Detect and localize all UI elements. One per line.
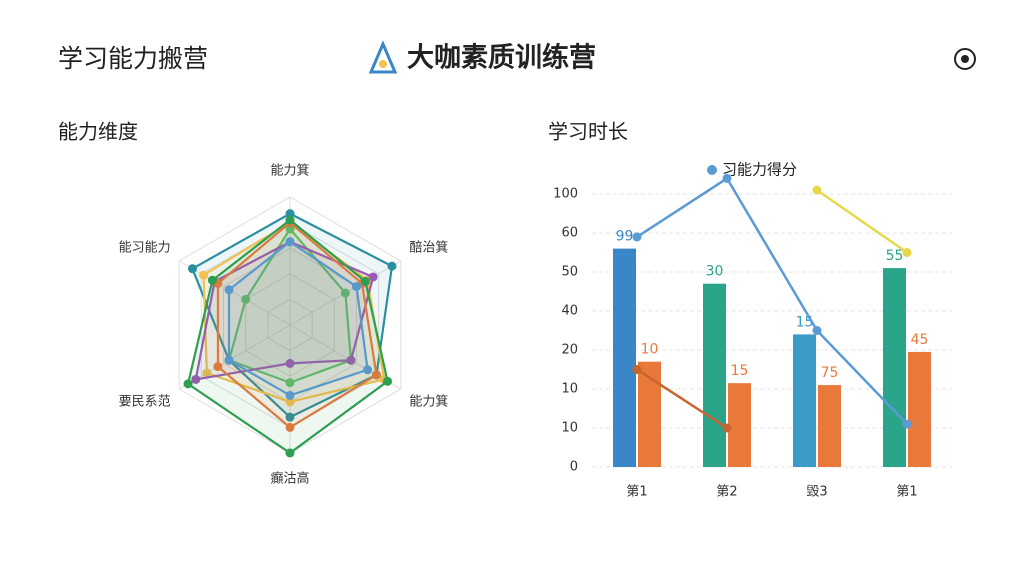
line-point <box>812 185 822 195</box>
x-tick-label: 第1 <box>626 485 647 500</box>
brand-name: 大咖素质训练营 <box>407 42 596 74</box>
legend-marker <box>707 165 717 175</box>
radar-point <box>285 448 295 458</box>
x-tick-label: 第2 <box>716 485 737 500</box>
radar-point <box>383 376 393 386</box>
radar-point <box>202 368 212 378</box>
radar-point <box>285 358 295 368</box>
radar-point <box>346 355 356 365</box>
radar-point <box>207 275 217 285</box>
y-tick-label: 0 <box>570 460 578 475</box>
axis-label: 能力箕 <box>270 163 309 179</box>
axis-label: 癲沽高 <box>270 471 309 487</box>
radar-point <box>352 282 362 292</box>
radar-point <box>187 264 197 274</box>
bar-label: 15 <box>731 363 749 379</box>
radar-point <box>285 378 295 388</box>
bar-label: 30 <box>706 264 724 280</box>
radar-point <box>285 209 295 219</box>
radar-point <box>285 412 295 422</box>
bar-label: 99 <box>616 229 634 245</box>
line-point <box>632 365 642 374</box>
bar <box>703 283 726 467</box>
radar-point <box>224 355 234 365</box>
x-tick-label: 第1 <box>896 485 917 500</box>
line-point <box>902 248 912 257</box>
line-point <box>722 423 732 433</box>
y-tick-label: 100 <box>553 187 578 202</box>
radar-point <box>285 390 295 400</box>
y-tick-label: 20 <box>561 343 578 358</box>
bar <box>793 334 816 467</box>
bar-label: 45 <box>911 332 929 348</box>
radar-point <box>183 379 193 389</box>
radar-point <box>285 215 295 225</box>
line <box>636 368 728 430</box>
bar <box>728 383 751 467</box>
axis-label: 能力箕 <box>409 394 448 410</box>
y-tick-label: 50 <box>561 265 578 280</box>
line-point <box>812 326 822 335</box>
radar-point <box>368 272 378 282</box>
bar-label: 75 <box>821 365 839 381</box>
bar-label: 10 <box>641 342 659 358</box>
bar-label: 55 <box>886 248 904 264</box>
y-tick-label: 10 <box>561 421 578 436</box>
radar-point <box>285 224 295 234</box>
radar-point <box>285 422 295 432</box>
y-tick-label: 60 <box>561 226 578 241</box>
radar-spoke <box>178 260 291 326</box>
radar-point <box>340 288 350 298</box>
bar-label: 15 <box>796 314 814 330</box>
bar <box>908 351 931 467</box>
radar-point <box>224 285 234 295</box>
axis-label: 能习能力 <box>119 241 171 256</box>
radar-point <box>213 362 223 372</box>
brand-logo <box>368 40 398 74</box>
y-tick-label: 40 <box>561 304 578 319</box>
section-title: 学习时长 <box>548 120 628 144</box>
axis-label: 醅治箕 <box>409 240 448 256</box>
settings-button[interactable] <box>954 48 976 70</box>
radar-point <box>387 261 397 271</box>
radar-point <box>371 370 381 380</box>
radar-point <box>199 270 209 280</box>
bar <box>818 385 841 467</box>
radar-point <box>285 237 295 247</box>
radar-point <box>241 294 251 304</box>
bar <box>883 268 906 467</box>
legend-label: 习能力得分 <box>722 161 797 179</box>
section-title: 能力维度 <box>58 120 138 144</box>
line-point <box>632 232 642 242</box>
bar <box>613 248 636 467</box>
radar-point <box>360 276 370 286</box>
x-tick-label: 毁3 <box>806 485 827 500</box>
line <box>636 176 908 425</box>
radar-point <box>285 397 295 407</box>
axis-label: 要民系范 <box>119 395 171 410</box>
line <box>816 189 908 254</box>
page-title: 学习能力搬营 <box>58 44 208 73</box>
line-point <box>722 173 732 183</box>
radar-point <box>363 365 373 375</box>
bar <box>638 361 661 467</box>
y-tick-label: 10 <box>561 382 578 397</box>
radar-point <box>191 374 201 384</box>
line-point <box>902 419 912 429</box>
